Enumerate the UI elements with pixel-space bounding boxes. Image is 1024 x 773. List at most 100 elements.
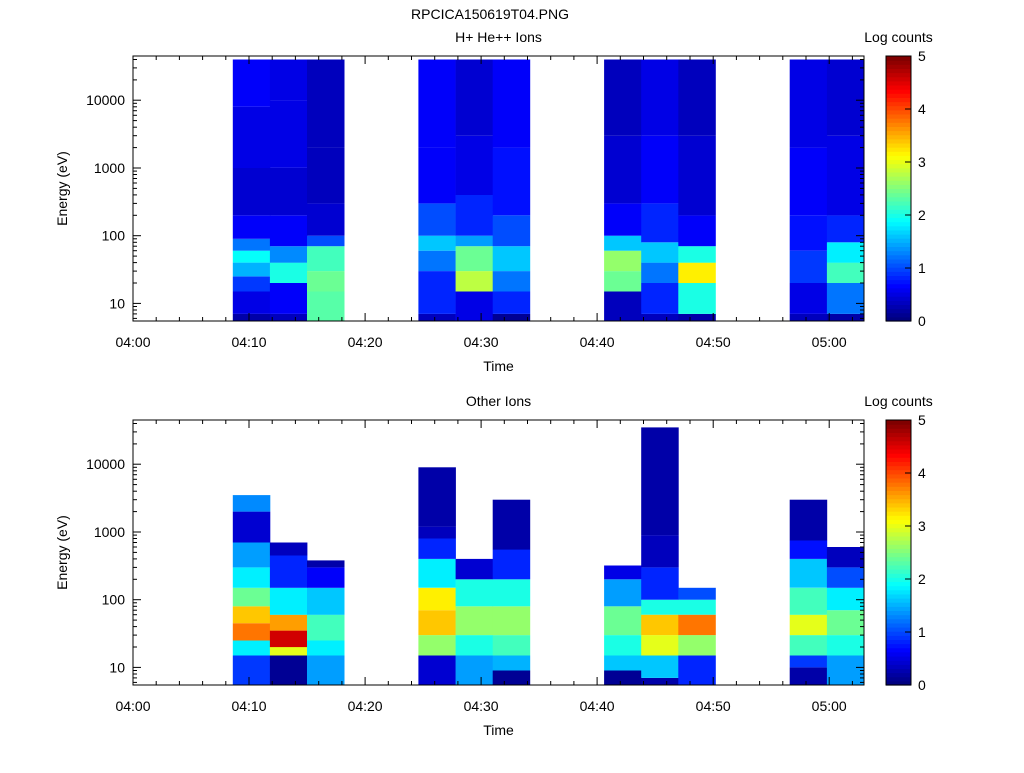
colorbar-swatch [886,242,911,247]
y-tick-label: 10 [109,659,125,675]
colorbar-swatch [886,598,911,603]
heatmap-cell [232,495,271,512]
colorbar-swatch [886,126,911,132]
heatmap-cell [604,579,642,607]
colorbar-swatch [886,300,911,305]
x-tick-label: 04:50 [696,698,731,714]
heatmap-cell [455,655,494,685]
x-tick-label: 04:10 [231,334,266,350]
heatmap-cell [641,567,679,600]
heatmap-cell [641,313,679,321]
colorbar-swatch [886,548,911,554]
heatmap-cell [826,587,865,611]
colorbar-swatch [886,271,911,276]
heatmap-cell [641,614,679,636]
colorbar-swatch [886,552,911,558]
x-tick-label: 04:00 [115,334,150,350]
heatmap-cell [418,147,456,204]
x-tick-label: 04:40 [580,698,615,714]
panel-title: H+ He++ Ions [455,29,542,45]
x-tick-label: 04:20 [348,334,383,350]
colorbar-swatch [886,85,911,90]
heatmap-cell [307,235,345,247]
colorbar-swatch [886,263,911,268]
colorbar-tick-label: 5 [918,48,926,64]
colorbar-swatch [886,254,911,260]
colorbar-swatch [886,122,911,127]
heatmap-cell [232,511,271,543]
x-tick-label: 04:30 [464,334,499,350]
heatmap-cell [455,635,494,656]
heatmap-cell [492,606,531,636]
heatmap-cell [789,283,828,314]
colorbar-swatch [886,602,911,607]
colorbar-swatch [886,221,911,227]
colorbar-tick-label: 0 [918,677,926,693]
colorbar-swatch [886,217,911,223]
heatmap-cell [604,203,642,236]
heatmap-cell [232,238,271,251]
colorbar-swatch [886,287,911,293]
heatmap-cell [492,215,531,247]
colorbar-swatch [886,540,911,545]
heatmap-cell [492,271,531,292]
heatmap-cell [232,313,271,321]
heatmap-cell [455,271,494,292]
colorbar-swatch [886,432,911,438]
heatmap-cell [418,250,456,272]
heatmap-cell [269,555,308,588]
heatmap-cell [641,599,679,615]
colorbar-swatch [886,250,911,256]
colorbar-swatch [886,490,911,496]
colorbar-swatch [886,167,911,173]
heatmap-cell [604,271,642,292]
y-tick-label: 100 [102,228,126,244]
heatmap-cells [232,59,865,321]
panels: 04:00 04:10 04:20 04:30 04:40 04:50 05:0010100… [54,29,933,738]
heatmap-cell [418,538,456,559]
heatmap-cell [232,623,271,641]
colorbar-swatch [886,130,911,136]
y-tick-label: 10000 [86,456,125,472]
colorbar-swatch [886,647,911,653]
heatmap-cell [678,635,716,656]
colorbar-swatch [886,585,911,591]
heatmap-cell [307,147,345,204]
heatmap-cell [604,670,642,685]
heatmap-cell [307,291,345,321]
colorbar-swatch [886,631,911,636]
x-axis-label: Time [483,358,514,374]
colorbar-swatch [886,234,911,239]
colorbar-swatch [886,180,911,185]
heatmap-cell [641,677,679,685]
colorbar-swatch [886,635,911,640]
colorbar-swatch [886,80,911,86]
heatmap-cell [678,283,716,314]
colorbar-swatch [886,589,911,595]
colorbar-swatch [886,515,911,520]
colorbar-swatch [886,304,911,310]
heatmap-cell [232,262,271,277]
x-tick-label: 04:30 [464,698,499,714]
heatmap-cell [232,542,271,568]
colorbar-swatch [886,56,911,61]
colorbar: 0 1 2 3 4 5 Log counts [864,393,933,693]
heatmap-cell [789,614,828,636]
heatmap-cell [678,587,716,600]
colorbar-swatch [886,238,911,243]
heatmap-cell [826,262,865,283]
heatmap-cell [826,242,865,263]
heatmap-cell [678,135,716,216]
heatmap-cell [269,246,308,263]
heatmap-cell [455,59,494,136]
heatmap-cell [492,635,531,656]
colorbar-swatch [886,519,911,525]
heatmap-cell [307,567,345,588]
heatmap-cell [641,635,679,656]
heatmap-cell [232,215,271,239]
heatmap-cell [232,606,271,624]
heatmap-cell [492,670,531,685]
y-tick-label: 10000 [86,92,125,108]
heatmap-cell [826,313,865,321]
